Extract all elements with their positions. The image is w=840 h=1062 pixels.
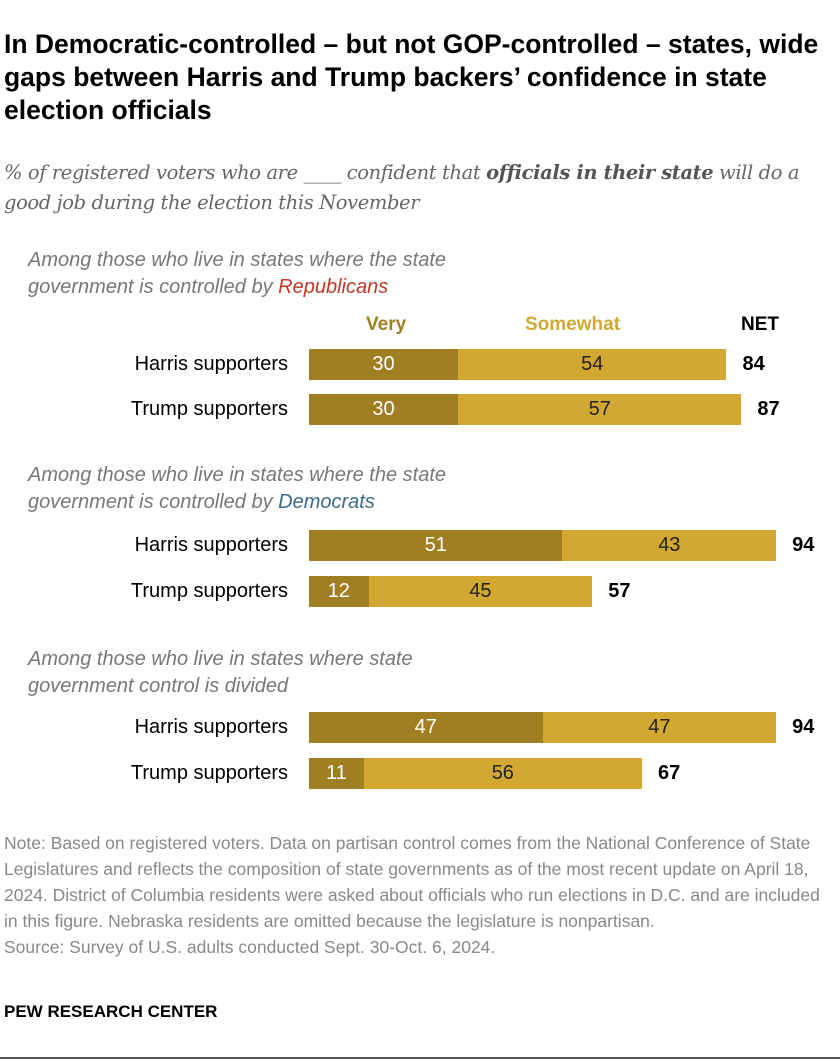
brand-logo: PEW RESEARCH CENTER bbox=[4, 1002, 218, 1021]
data-label-somewhat: 45 bbox=[469, 580, 492, 602]
bar-very bbox=[309, 712, 543, 743]
data-label-very: 51 bbox=[424, 534, 447, 556]
data-label-somewhat: 47 bbox=[648, 716, 671, 738]
chart-note: Note: Based on registered voters. Data o… bbox=[4, 830, 838, 960]
net-value: 67 bbox=[657, 762, 681, 784]
row-label: Trump supporters bbox=[130, 398, 288, 420]
net-value: 94 bbox=[792, 716, 815, 738]
group-heading: Among those who live in states where sta… bbox=[28, 646, 428, 700]
bar-very bbox=[309, 530, 563, 561]
bar-somewhat bbox=[363, 758, 642, 789]
bar-very bbox=[309, 758, 364, 789]
bar-very bbox=[309, 349, 459, 380]
legend-somewhat: Somewhat bbox=[525, 314, 621, 335]
data-label-very: 47 bbox=[414, 716, 437, 738]
note-text: Note: Based on registered voters. Data o… bbox=[4, 833, 820, 931]
net-value: 84 bbox=[742, 353, 765, 375]
subtitle-text: % of registered voters who are ____ conf… bbox=[4, 161, 487, 184]
subtitle-text-end: will do a good job during the election t… bbox=[4, 161, 800, 214]
data-label-somewhat: 43 bbox=[658, 534, 681, 556]
group-heading-text: Among those who live in states where the… bbox=[28, 249, 447, 298]
net-value: 87 bbox=[757, 398, 780, 420]
bar-very bbox=[309, 576, 369, 607]
row-label: Harris supporters bbox=[134, 534, 288, 556]
row-label: Harris supporters bbox=[134, 353, 288, 375]
bar-somewhat bbox=[458, 349, 727, 380]
legend-net: NET bbox=[741, 314, 779, 335]
data-label-very: 12 bbox=[327, 580, 350, 602]
data-label-somewhat: 54 bbox=[581, 353, 604, 375]
net-value: 94 bbox=[792, 534, 815, 556]
group-heading-text: Among those who live in states where the… bbox=[28, 464, 447, 513]
data-label-very: 11 bbox=[325, 762, 347, 784]
data-label-very: 30 bbox=[372, 398, 395, 420]
party-name: Republicans bbox=[278, 276, 389, 298]
chart-subtitle: % of registered voters who are ____ conf… bbox=[4, 158, 834, 218]
data-label-very: 30 bbox=[372, 353, 395, 375]
bar-somewhat bbox=[542, 712, 777, 743]
legend-very: Very bbox=[366, 314, 407, 335]
row-label: Harris supporters bbox=[134, 716, 288, 738]
group-heading: Among those who live in states where the… bbox=[28, 462, 508, 516]
data-label-somewhat: 57 bbox=[588, 398, 611, 420]
group-heading: Among those who live in states where the… bbox=[28, 247, 508, 301]
bottom-divider bbox=[0, 1057, 840, 1059]
group-heading-text: Among those who live in states where sta… bbox=[28, 648, 413, 697]
subtitle-emphasis: officials in their state bbox=[486, 161, 714, 184]
chart-title: In Democratic-controlled – but not GOP-c… bbox=[4, 29, 819, 125]
row-label: Trump supporters bbox=[130, 762, 288, 784]
bar-very bbox=[309, 394, 459, 425]
source-text: Source: Survey of U.S. adults conducted … bbox=[4, 937, 496, 957]
bar-somewhat bbox=[458, 394, 742, 425]
row-label: Trump supporters bbox=[130, 580, 288, 602]
party-name: Democrats bbox=[278, 491, 375, 513]
data-label-somewhat: 56 bbox=[491, 762, 514, 784]
net-value: 57 bbox=[608, 580, 631, 602]
bar-somewhat bbox=[562, 530, 777, 561]
bar-somewhat bbox=[368, 576, 593, 607]
